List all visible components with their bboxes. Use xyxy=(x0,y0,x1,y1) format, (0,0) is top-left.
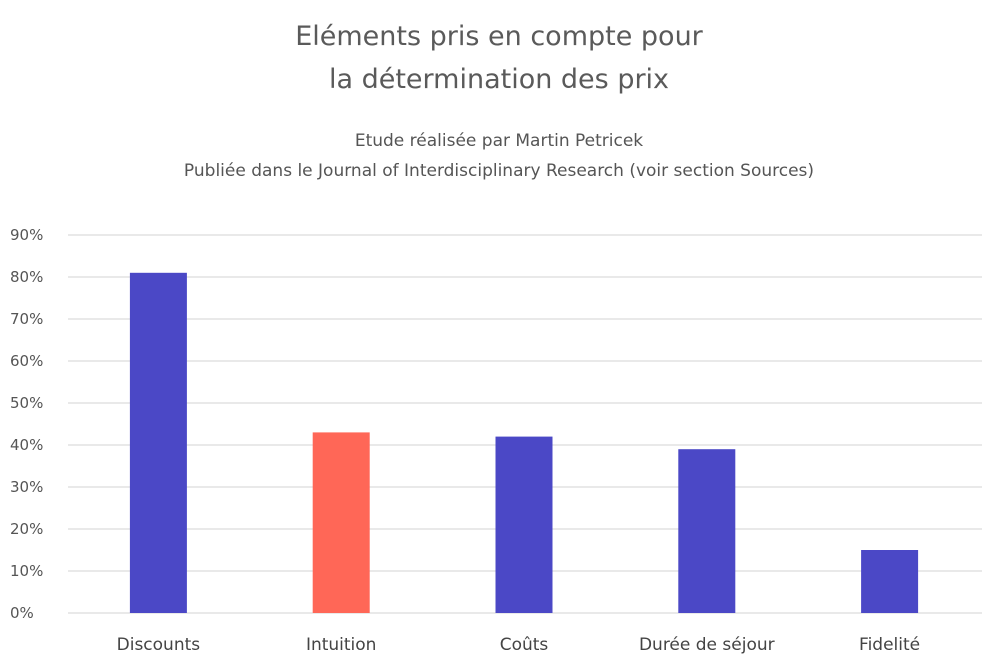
bar-co-ts xyxy=(495,436,553,613)
chart-subtitle-line-1: Etude réalisée par Martin Petricek xyxy=(355,131,643,151)
y-tick-label: 70% xyxy=(10,310,43,328)
y-tick-label: 30% xyxy=(10,478,43,496)
y-tick-label: 60% xyxy=(10,352,43,370)
y-tick-label: 50% xyxy=(10,394,43,412)
bar-fidelit- xyxy=(861,550,919,613)
bar-intuition xyxy=(312,432,370,613)
x-category-label: Durée de séjour xyxy=(639,635,775,655)
y-tick-label: 0% xyxy=(10,604,34,622)
bar-dur-e-de-s-jour xyxy=(678,449,736,613)
x-category-label: Coûts xyxy=(500,635,549,655)
y-tick-label: 40% xyxy=(10,436,43,454)
y-tick-label: 90% xyxy=(10,226,43,244)
y-tick-label: 80% xyxy=(10,268,43,286)
y-tick-label: 10% xyxy=(10,562,43,580)
y-tick-label: 20% xyxy=(10,520,43,538)
x-category-label: Intuition xyxy=(306,635,377,655)
chart-title-line-1: Eléments pris en compte pour xyxy=(295,21,703,52)
x-category-label: Fidelité xyxy=(859,635,920,655)
bar-discounts xyxy=(129,272,187,613)
x-category-label: Discounts xyxy=(117,635,201,655)
chart-subtitle-line-2: Publiée dans le Journal of Interdiscipli… xyxy=(184,161,814,181)
chart-title-line-2: la détermination des prix xyxy=(329,64,669,95)
